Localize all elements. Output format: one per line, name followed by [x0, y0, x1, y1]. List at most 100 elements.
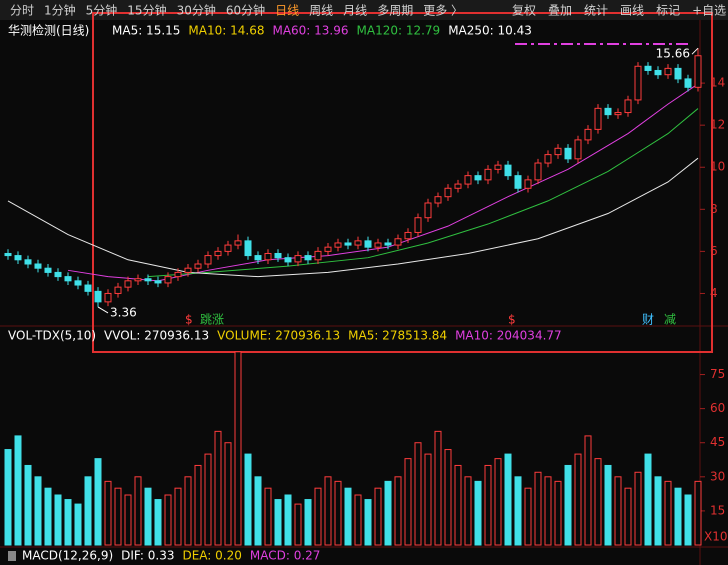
toolbar-button[interactable]: +自选 — [692, 4, 726, 18]
candle-body — [204, 255, 212, 265]
candle-body — [684, 78, 692, 88]
signal-marker: 跳涨 — [200, 312, 224, 327]
candle-body — [134, 278, 142, 282]
toolbar-button[interactable]: 画线 — [620, 4, 644, 18]
volume-bar — [364, 499, 372, 546]
candle-body — [304, 255, 312, 261]
legend-item: MA120: 12.79 — [357, 24, 441, 38]
candle-body — [574, 139, 582, 160]
volume-bar — [484, 464, 492, 546]
volume-bar — [394, 476, 402, 546]
y-tick-label: 8 — [710, 202, 718, 216]
volume-bar — [404, 458, 412, 546]
volume-bar — [24, 464, 32, 546]
candle-body — [634, 65, 642, 101]
candle-body — [504, 164, 512, 177]
candle-body — [254, 255, 262, 261]
toolbar-button[interactable]: 统计 — [584, 4, 608, 18]
candle-body — [484, 168, 492, 181]
legend-item: VOLUME: 270936.13 — [217, 329, 340, 343]
toolbar-button[interactable]: 复权 — [512, 4, 536, 18]
ma-line — [67, 83, 699, 282]
candle-body — [534, 162, 542, 181]
legend-item: MA60: 13.96 — [272, 24, 348, 38]
toolbar-tab[interactable]: 1分钟 — [44, 3, 76, 18]
volume-bar — [384, 480, 392, 546]
candle-body — [224, 244, 232, 252]
candle-body — [274, 252, 282, 259]
volume-bar — [684, 494, 692, 546]
toolbar-tab[interactable]: 60分钟 — [226, 3, 265, 18]
legend-item: MACD(12,26,9) — [22, 549, 113, 563]
toolbar-tab[interactable]: 分时 — [10, 4, 34, 18]
legend-item: VOL-TDX(5,10) — [8, 329, 96, 343]
volume-bar — [584, 435, 592, 546]
candle-body — [84, 284, 92, 292]
candle-body — [74, 280, 82, 286]
y-tick-label: 60 — [710, 401, 725, 415]
toolbar-tab[interactable]: 15分钟 — [127, 3, 166, 18]
volume-bar — [64, 499, 72, 546]
toolbar-tab[interactable]: 周线 — [309, 4, 333, 18]
candle-body — [264, 252, 272, 261]
candle-body — [44, 267, 52, 273]
candle-body — [364, 240, 372, 248]
volume-bar — [164, 494, 172, 546]
candle-body — [324, 246, 332, 252]
y-tick-label: 15 — [710, 503, 725, 517]
volume-bar — [474, 480, 482, 546]
ma-line — [147, 108, 699, 278]
macd-marker — [8, 551, 16, 561]
candle-body — [94, 290, 102, 303]
volume-bar — [564, 464, 572, 546]
candle-body — [474, 175, 482, 181]
candle-body — [314, 250, 322, 261]
volume-bar — [184, 476, 192, 546]
toolbar-button[interactable]: 叠加 — [548, 4, 572, 18]
high-label: 15.66 — [656, 47, 690, 61]
volume-bar — [214, 430, 222, 546]
candle-body — [294, 255, 302, 263]
candle-body — [434, 196, 442, 204]
candle-body — [234, 240, 242, 246]
candle-body — [424, 202, 432, 219]
volume-bar — [124, 494, 132, 546]
toolbar-tab[interactable]: 30分钟 — [177, 3, 216, 18]
candle-body — [284, 257, 292, 263]
volume-bar — [634, 471, 642, 546]
legend-item: MA10: 204034.77 — [455, 329, 562, 343]
candle-body — [444, 187, 452, 198]
candle-body — [664, 67, 672, 76]
toolbar-tab[interactable]: 5分钟 — [86, 3, 118, 18]
volume-bar — [234, 351, 242, 546]
legend-item: DEA: 0.20 — [182, 549, 241, 563]
volume-bar — [264, 487, 272, 546]
volume-bar — [434, 430, 442, 546]
volume-bar — [554, 480, 562, 546]
volume-bar — [154, 499, 162, 546]
toolbar-tab[interactable]: 更多 〉 — [423, 4, 463, 18]
volume-bar — [194, 464, 202, 546]
candle-body — [64, 276, 72, 282]
candle-body — [544, 154, 552, 164]
candle-body — [374, 242, 382, 248]
toolbar-tab[interactable]: 多周期 — [377, 4, 413, 18]
volume-bar — [694, 480, 702, 546]
toolbar-button[interactable]: 标记 — [656, 4, 680, 18]
candle-body — [104, 292, 112, 303]
y-tick-label: 12 — [710, 118, 725, 132]
y-tick-label: 6 — [710, 244, 718, 258]
toolbar-tab[interactable]: 日线 — [275, 4, 299, 18]
legend-item: MA250: 10.43 — [448, 24, 532, 38]
volume-bar — [524, 487, 532, 546]
volume-bar — [254, 476, 262, 546]
candle-body — [24, 259, 32, 265]
candle-body — [594, 107, 602, 130]
volume-bar — [54, 494, 62, 546]
y-tick-label: 4 — [710, 286, 718, 300]
candle-body — [514, 175, 522, 189]
candle-body — [144, 278, 152, 282]
volume-bar — [454, 464, 462, 546]
toolbar-tab[interactable]: 月线 — [343, 4, 367, 18]
y-tick-label: 30 — [710, 469, 725, 483]
